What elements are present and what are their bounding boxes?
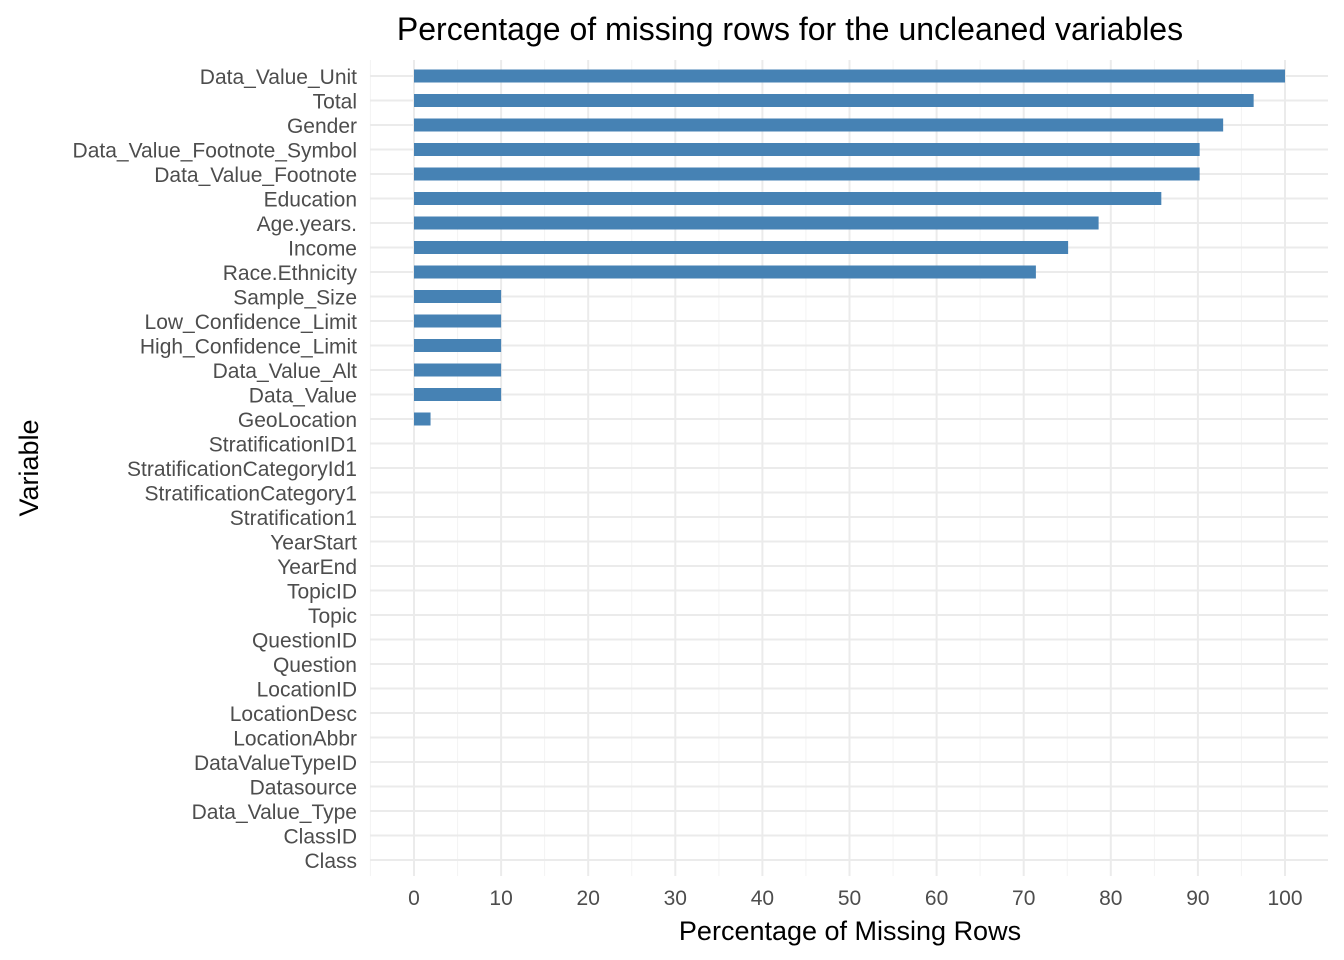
x-tick-label: 40 [751, 887, 774, 910]
y-tick-label: Data_Value_Footnote_Symbol [73, 140, 357, 163]
x-tick-label: 0 [408, 887, 420, 910]
x-tick-label: 80 [1099, 887, 1122, 910]
bar [414, 388, 502, 401]
bar [414, 363, 502, 377]
bar [414, 94, 1254, 107]
y-tick-label: ClassID [283, 826, 357, 849]
grid-lines [369, 60, 1328, 876]
y-tick-label: Datasource [250, 777, 357, 800]
bar [414, 143, 1200, 156]
y-tick-label: Data_Value_Type [192, 801, 357, 824]
y-tick-label: LocationDesc [230, 703, 357, 726]
bar [414, 314, 502, 328]
x-tick-label: 100 [1267, 887, 1302, 910]
y-tick-label: Stratification1 [230, 507, 357, 530]
x-tick-label: 60 [925, 887, 948, 910]
y-tick-label: DataValueTypeID [194, 752, 357, 775]
y-tick-label: TopicID [287, 581, 357, 604]
y-axis-tick-labels: Data_Value_UnitTotalGenderData_Value_Foo… [73, 66, 358, 873]
y-tick-label: Data_Value [249, 385, 357, 408]
y-tick-label: Income [288, 238, 357, 261]
y-tick-label: Topic [308, 605, 357, 628]
y-tick-label: Gender [287, 115, 357, 138]
y-tick-label: QuestionID [252, 630, 357, 653]
x-tick-label: 10 [489, 887, 512, 910]
y-tick-label: StratificationID1 [209, 434, 357, 457]
bar [414, 216, 1099, 230]
y-tick-label: Total [313, 91, 357, 114]
x-axis-tick-labels: 0 10 20 30 40 50 60 70 80 90 100 [408, 887, 1302, 910]
x-tick-label: 90 [1186, 887, 1209, 910]
y-tick-label: Data_Value_Unit [200, 66, 357, 89]
y-tick-label: Age.years. [257, 213, 357, 236]
y-tick-label: StratificationCategoryId1 [127, 458, 357, 481]
y-tick-label: LocationID [257, 679, 357, 702]
y-tick-label: Race.Ethnicity [223, 262, 358, 285]
bar [414, 290, 502, 303]
y-tick-label: Data_Value_Alt [213, 360, 358, 383]
y-tick-label: Data_Value_Footnote [154, 164, 357, 187]
x-tick-label: 70 [1012, 887, 1035, 910]
y-tick-label: GeoLocation [238, 409, 357, 432]
y-axis-title: Variable [14, 419, 44, 516]
bar [414, 69, 1285, 83]
chart-title: Percentage of missing rows for the uncle… [397, 11, 1183, 47]
y-tick-label: YearStart [270, 532, 357, 555]
y-tick-label: High_Confidence_Limit [140, 336, 357, 359]
bar [414, 167, 1200, 181]
bar [414, 265, 1036, 279]
y-tick-label: LocationAbbr [233, 728, 357, 751]
x-tick-label: 30 [664, 887, 687, 910]
y-tick-label: Question [273, 654, 357, 677]
bars [414, 69, 1285, 426]
y-tick-label: Class [304, 850, 357, 873]
x-axis-title: Percentage of Missing Rows [679, 916, 1021, 946]
y-tick-label: StratificationCategory1 [145, 483, 357, 506]
x-tick-label: 50 [838, 887, 861, 910]
x-tick-label: 20 [577, 887, 600, 910]
bar [414, 192, 1162, 205]
y-tick-label: YearEnd [277, 556, 357, 579]
bar [414, 412, 431, 426]
bar [414, 241, 1069, 254]
bar [414, 339, 502, 352]
y-tick-label: Education [264, 189, 357, 212]
y-tick-label: Low_Confidence_Limit [145, 311, 358, 334]
bar [414, 118, 1224, 132]
y-tick-label: Sample_Size [233, 287, 357, 310]
